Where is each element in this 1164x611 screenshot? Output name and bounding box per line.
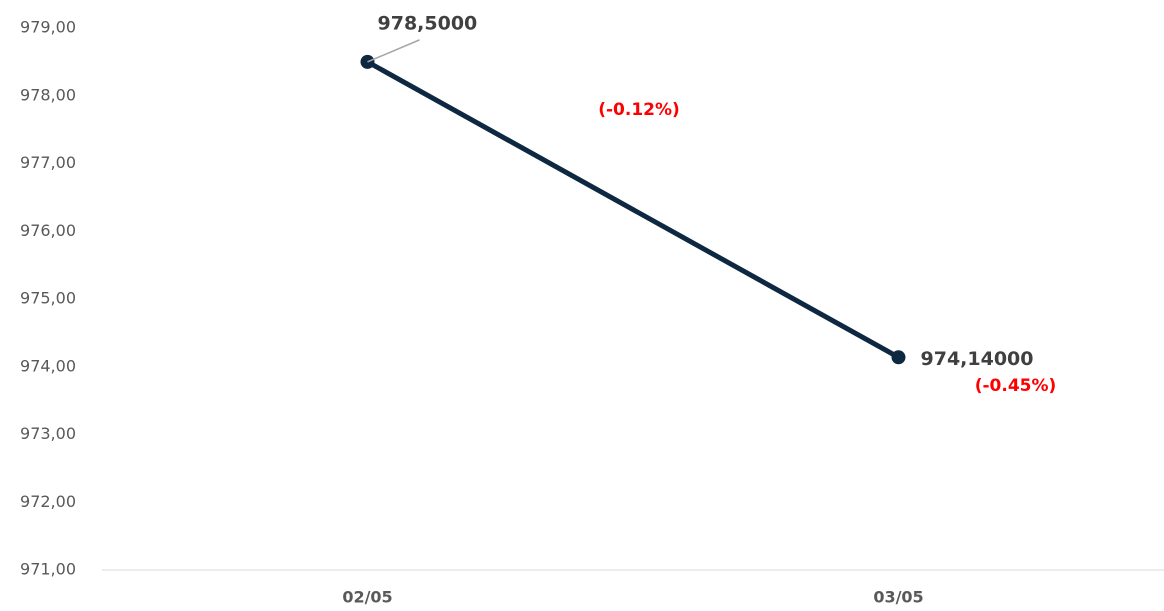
value-label: 974,14000 <box>921 348 1034 370</box>
y-tick-label: 978,00 <box>20 85 76 104</box>
leader-line <box>367 39 420 63</box>
y-tick-label: 974,00 <box>20 356 76 375</box>
y-tick-label: 976,00 <box>20 221 76 240</box>
y-tick-label: 971,00 <box>20 560 76 579</box>
x-tick-label: 02/05 <box>342 588 392 607</box>
y-tick-label: 972,00 <box>20 492 76 511</box>
marker <box>891 350 906 365</box>
y-tick-label: 973,00 <box>20 424 76 443</box>
y-tick-label: 977,00 <box>20 153 76 172</box>
line <box>366 59 900 360</box>
y-tick-label: 979,00 <box>20 18 76 37</box>
x-tick-label: 03/05 <box>873 588 923 607</box>
annotation: (-0.12%) <box>598 100 680 120</box>
y-tick-label: 975,00 <box>20 289 76 308</box>
value-label: 978,5000 <box>378 12 478 34</box>
annotation: (-0.45%) <box>975 376 1057 396</box>
